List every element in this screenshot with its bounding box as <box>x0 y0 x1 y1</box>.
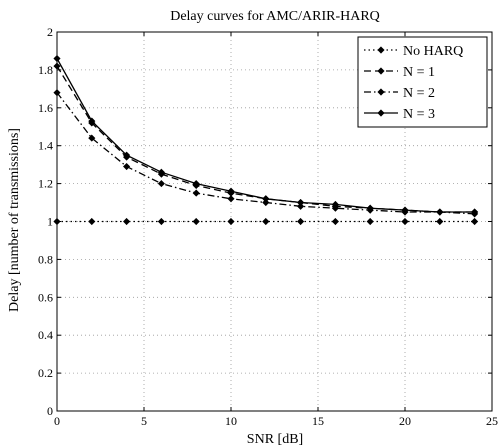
data-point <box>471 217 479 226</box>
legend-marker <box>377 67 385 75</box>
data-point <box>331 200 339 209</box>
data-point <box>88 217 96 226</box>
y-tick-label: 1.6 <box>38 101 53 115</box>
legend-label: N = 2 <box>403 86 435 101</box>
series-layer <box>53 54 479 226</box>
data-point <box>471 208 479 216</box>
data-point <box>123 217 131 226</box>
plot-frame <box>56 31 493 412</box>
y-tick-label: 2 <box>47 25 53 39</box>
y-tick-label: 1.8 <box>38 63 53 77</box>
data-point <box>192 180 200 188</box>
series-3 <box>53 89 479 218</box>
series-1 <box>53 217 479 226</box>
data-point <box>262 195 270 203</box>
legend: No HARQ N = 1 N = 2 N = 3 <box>357 36 488 128</box>
x-tick-label: 25 <box>486 414 498 428</box>
data-point <box>436 217 444 226</box>
data-point <box>331 217 339 226</box>
data-point <box>88 117 96 125</box>
data-point <box>157 180 165 188</box>
x-axis-title: SNR [dB] <box>247 432 303 447</box>
x-tick-label: 15 <box>312 414 324 428</box>
legend-label: No HARQ <box>403 44 463 59</box>
series-4 <box>53 54 479 216</box>
data-point <box>227 195 235 203</box>
y-axis-title: Delay [number of transmissions] <box>7 128 22 312</box>
data-point <box>88 134 96 142</box>
data-point <box>401 206 409 214</box>
legend-marker <box>377 46 385 54</box>
axis-ticks: 0 5 10 15 20 25 0 0.2 0.4 0.6 0.8 1 1.2 1.4 1.6 1.8 2 <box>38 25 498 428</box>
legend-marker <box>377 109 385 117</box>
data-point <box>123 151 131 159</box>
x-tick-label: 5 <box>141 414 147 428</box>
legend-marker <box>377 88 385 96</box>
data-point <box>262 198 270 207</box>
chart-title: Delay curves for AMC/ARIR-HARQ <box>170 9 380 24</box>
data-point <box>157 168 165 176</box>
data-point <box>436 208 444 216</box>
data-point <box>297 202 305 210</box>
y-tick-label: 1.4 <box>38 139 53 153</box>
y-tick-label: 1.2 <box>38 177 53 191</box>
data-point <box>401 217 409 226</box>
data-point <box>157 217 165 226</box>
data-point <box>366 217 374 226</box>
data-point <box>262 217 270 226</box>
legend-label: N = 3 <box>403 107 435 122</box>
legend-label: N = 1 <box>403 65 435 80</box>
x-tick-label: 10 <box>225 414 237 428</box>
y-tick-label: 1 <box>47 215 53 229</box>
data-point <box>123 162 131 171</box>
y-tick-label: 0.4 <box>38 328 53 342</box>
x-tick-label: 20 <box>399 414 411 428</box>
data-point <box>331 204 339 212</box>
y-tick-label: 0.8 <box>38 252 53 266</box>
x-tick-label: 0 <box>54 414 60 428</box>
data-point <box>192 189 200 197</box>
data-point <box>192 217 200 226</box>
data-point <box>227 187 235 195</box>
data-point <box>227 217 235 226</box>
data-point <box>366 204 374 212</box>
data-point <box>297 198 305 207</box>
data-point <box>297 217 305 226</box>
y-tick-label: 0.6 <box>38 290 53 304</box>
y-tick-label: 0.2 <box>38 366 53 380</box>
y-tick-label: 0 <box>47 404 53 418</box>
